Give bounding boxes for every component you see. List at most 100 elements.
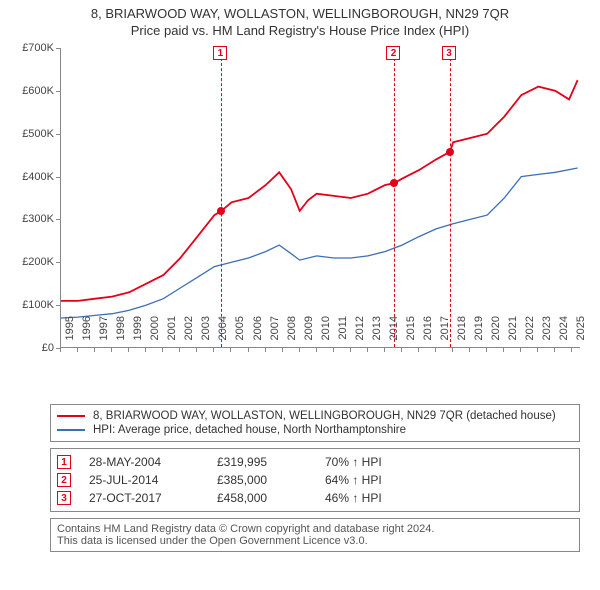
x-tick-label: 2024 [558, 316, 570, 356]
x-tick [350, 348, 351, 352]
x-tick-label: 2010 [320, 316, 332, 356]
y-tick-label: £700K [22, 42, 54, 54]
x-tick [486, 348, 487, 352]
x-tick-label: 1999 [132, 316, 144, 356]
x-tick [196, 348, 197, 352]
y-tick-label: £600K [22, 85, 54, 97]
x-tick [128, 348, 129, 352]
y-tick [56, 305, 60, 306]
plot-svg [61, 48, 581, 348]
sale-marker: 2 [57, 473, 71, 487]
reference-marker: 1 [213, 46, 227, 60]
sale-date: 25-JUL-2014 [89, 473, 199, 487]
reference-line [394, 48, 395, 347]
sale-pct: 70% ↑ HPI [325, 455, 435, 469]
page-title-1: 8, BRIARWOOD WAY, WOLLASTON, WELLINGBORO… [8, 6, 592, 21]
x-tick [384, 348, 385, 352]
sale-row: 2 25-JUL-2014 £385,000 64% ↑ HPI [57, 471, 573, 489]
x-tick-label: 2017 [439, 316, 451, 356]
x-tick [145, 348, 146, 352]
sale-marker: 1 [57, 455, 71, 469]
x-tick [469, 348, 470, 352]
sale-dot [390, 179, 398, 187]
x-tick-label: 1998 [115, 316, 127, 356]
sale-price: £319,995 [217, 455, 307, 469]
x-tick-label: 2018 [456, 316, 468, 356]
x-tick [571, 348, 572, 352]
plot-area [60, 48, 580, 348]
chart: £0 £100K £200K £300K £400K £500K £600K £700K 199… [10, 40, 590, 400]
x-tick-label: 2002 [183, 316, 195, 356]
x-tick-label: 2012 [354, 316, 366, 356]
x-tick [230, 348, 231, 352]
y-tick-label: £200K [22, 256, 54, 268]
y-tick-label: £100K [22, 299, 54, 311]
x-tick [503, 348, 504, 352]
sale-date: 27-OCT-2017 [89, 491, 199, 505]
y-tick [56, 91, 60, 92]
sale-row: 1 28-MAY-2004 £319,995 70% ↑ HPI [57, 453, 573, 471]
y-tick [56, 134, 60, 135]
x-tick [435, 348, 436, 352]
x-tick [554, 348, 555, 352]
y-tick-label: £500K [22, 128, 54, 140]
sale-price: £458,000 [217, 491, 307, 505]
x-tick-label: 2011 [337, 316, 349, 356]
x-tick-label: 1995 [64, 316, 76, 356]
legend-swatch [57, 429, 85, 431]
sales-block: 1 28-MAY-2004 £319,995 70% ↑ HPI 2 25-JUL-201… [50, 448, 580, 512]
legend: 8, BRIARWOOD WAY, WOLLASTON, WELLINGBORO… [50, 404, 580, 442]
y-tick [56, 177, 60, 178]
footer-line: This data is licensed under the Open Gov… [57, 535, 573, 547]
x-tick [248, 348, 249, 352]
x-tick [316, 348, 317, 352]
x-tick-label: 2009 [303, 316, 315, 356]
x-tick-label: 2014 [388, 316, 400, 356]
x-tick [333, 348, 334, 352]
x-tick-label: 2020 [490, 316, 502, 356]
series-price_paid [61, 80, 578, 301]
legend-row: 8, BRIARWOOD WAY, WOLLASTON, WELLINGBORO… [57, 409, 573, 423]
sale-dot [446, 148, 454, 156]
x-tick-label: 2007 [269, 316, 281, 356]
y-tick-label: £300K [22, 213, 54, 225]
x-tick [265, 348, 266, 352]
series-hpi [61, 168, 578, 318]
x-tick-label: 2006 [252, 316, 264, 356]
sale-row: 327-OCT-2017£458,00046% ↑ HPI [57, 489, 573, 507]
x-tick [111, 348, 112, 352]
x-tick [299, 348, 300, 352]
y-tick [56, 262, 60, 263]
reference-line [450, 48, 451, 347]
page-title-2: Price paid vs. HM Land Registry's House … [8, 23, 592, 38]
reference-marker: 3 [442, 46, 456, 60]
x-tick-label: 2008 [286, 316, 298, 356]
sale-price: £385,000 [217, 473, 307, 487]
x-tick-label: 2003 [200, 316, 212, 356]
sale-pct: 64% ↑ HPI [325, 473, 435, 487]
x-tick [94, 348, 95, 352]
x-tick [213, 348, 214, 352]
y-tick [56, 219, 60, 220]
sale-dot [217, 207, 225, 215]
reference-line [221, 48, 222, 347]
sale-date: 28-MAY-2004 [89, 455, 199, 469]
x-tick [537, 348, 538, 352]
footer: Contains HM Land Registry data © Crown c… [50, 518, 580, 552]
x-tick [77, 348, 78, 352]
y-tick-label: £400K [22, 171, 54, 183]
x-tick-label: 2025 [575, 316, 587, 356]
y-tick-label: £0 [42, 342, 54, 354]
legend-label: 8, BRIARWOOD WAY, WOLLASTON, WELLINGBORO… [93, 410, 556, 422]
x-tick-label: 2000 [149, 316, 161, 356]
reference-marker: 2 [386, 46, 400, 60]
title-block: 8, BRIARWOOD WAY, WOLLASTON, WELLINGBORO… [0, 0, 600, 40]
x-tick [367, 348, 368, 352]
x-tick-label: 2022 [524, 316, 536, 356]
x-tick [520, 348, 521, 352]
legend-row: HPI: Average price, detached house, Nort… [57, 423, 573, 437]
x-tick [452, 348, 453, 352]
sale-marker: 3 [57, 491, 71, 505]
x-tick [401, 348, 402, 352]
x-tick-label: 2013 [371, 316, 383, 356]
